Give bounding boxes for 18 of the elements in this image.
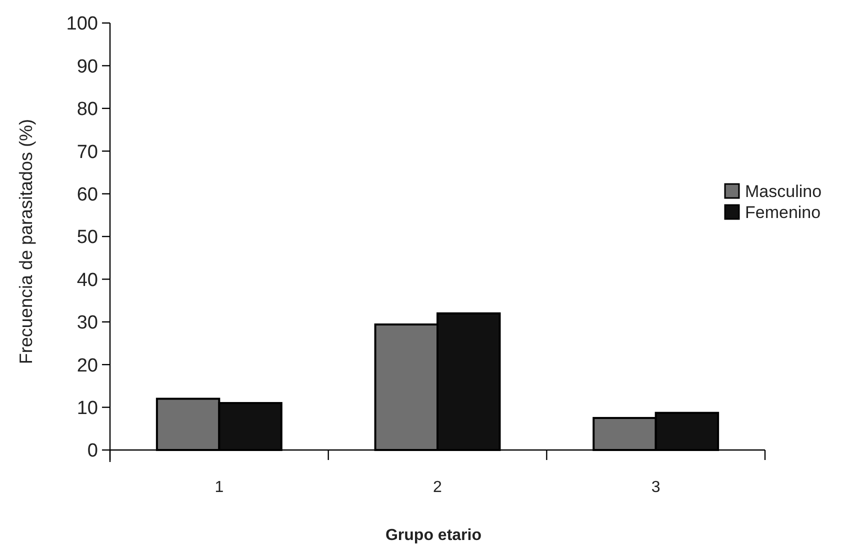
y-tick-label: 80 [76, 99, 98, 120]
legend-label: Masculino [745, 182, 822, 201]
y-tick-label: 70 [76, 142, 98, 163]
y-tick-label: 0 [87, 440, 98, 462]
y-tick-label: 20 [76, 355, 98, 376]
y-tick-label: 30 [76, 312, 98, 334]
legend-label: Femenino [745, 202, 821, 222]
y-tick-label: 10 [76, 398, 98, 419]
y-tick-label: 40 [76, 270, 98, 291]
y-axis-title: Frecuencia de parasitados (%) [16, 118, 36, 364]
x-tick-label: 1 [214, 479, 224, 496]
y-tick-label: 90 [76, 56, 98, 78]
y-tick-label: 60 [76, 184, 98, 206]
x-tick-label: 3 [651, 479, 660, 496]
y-tick-label: 50 [76, 227, 98, 248]
x-tick-label: 2 [433, 479, 442, 496]
x-axis-title: Grupo etario [385, 527, 482, 544]
y-tick-label: 100 [66, 14, 98, 35]
